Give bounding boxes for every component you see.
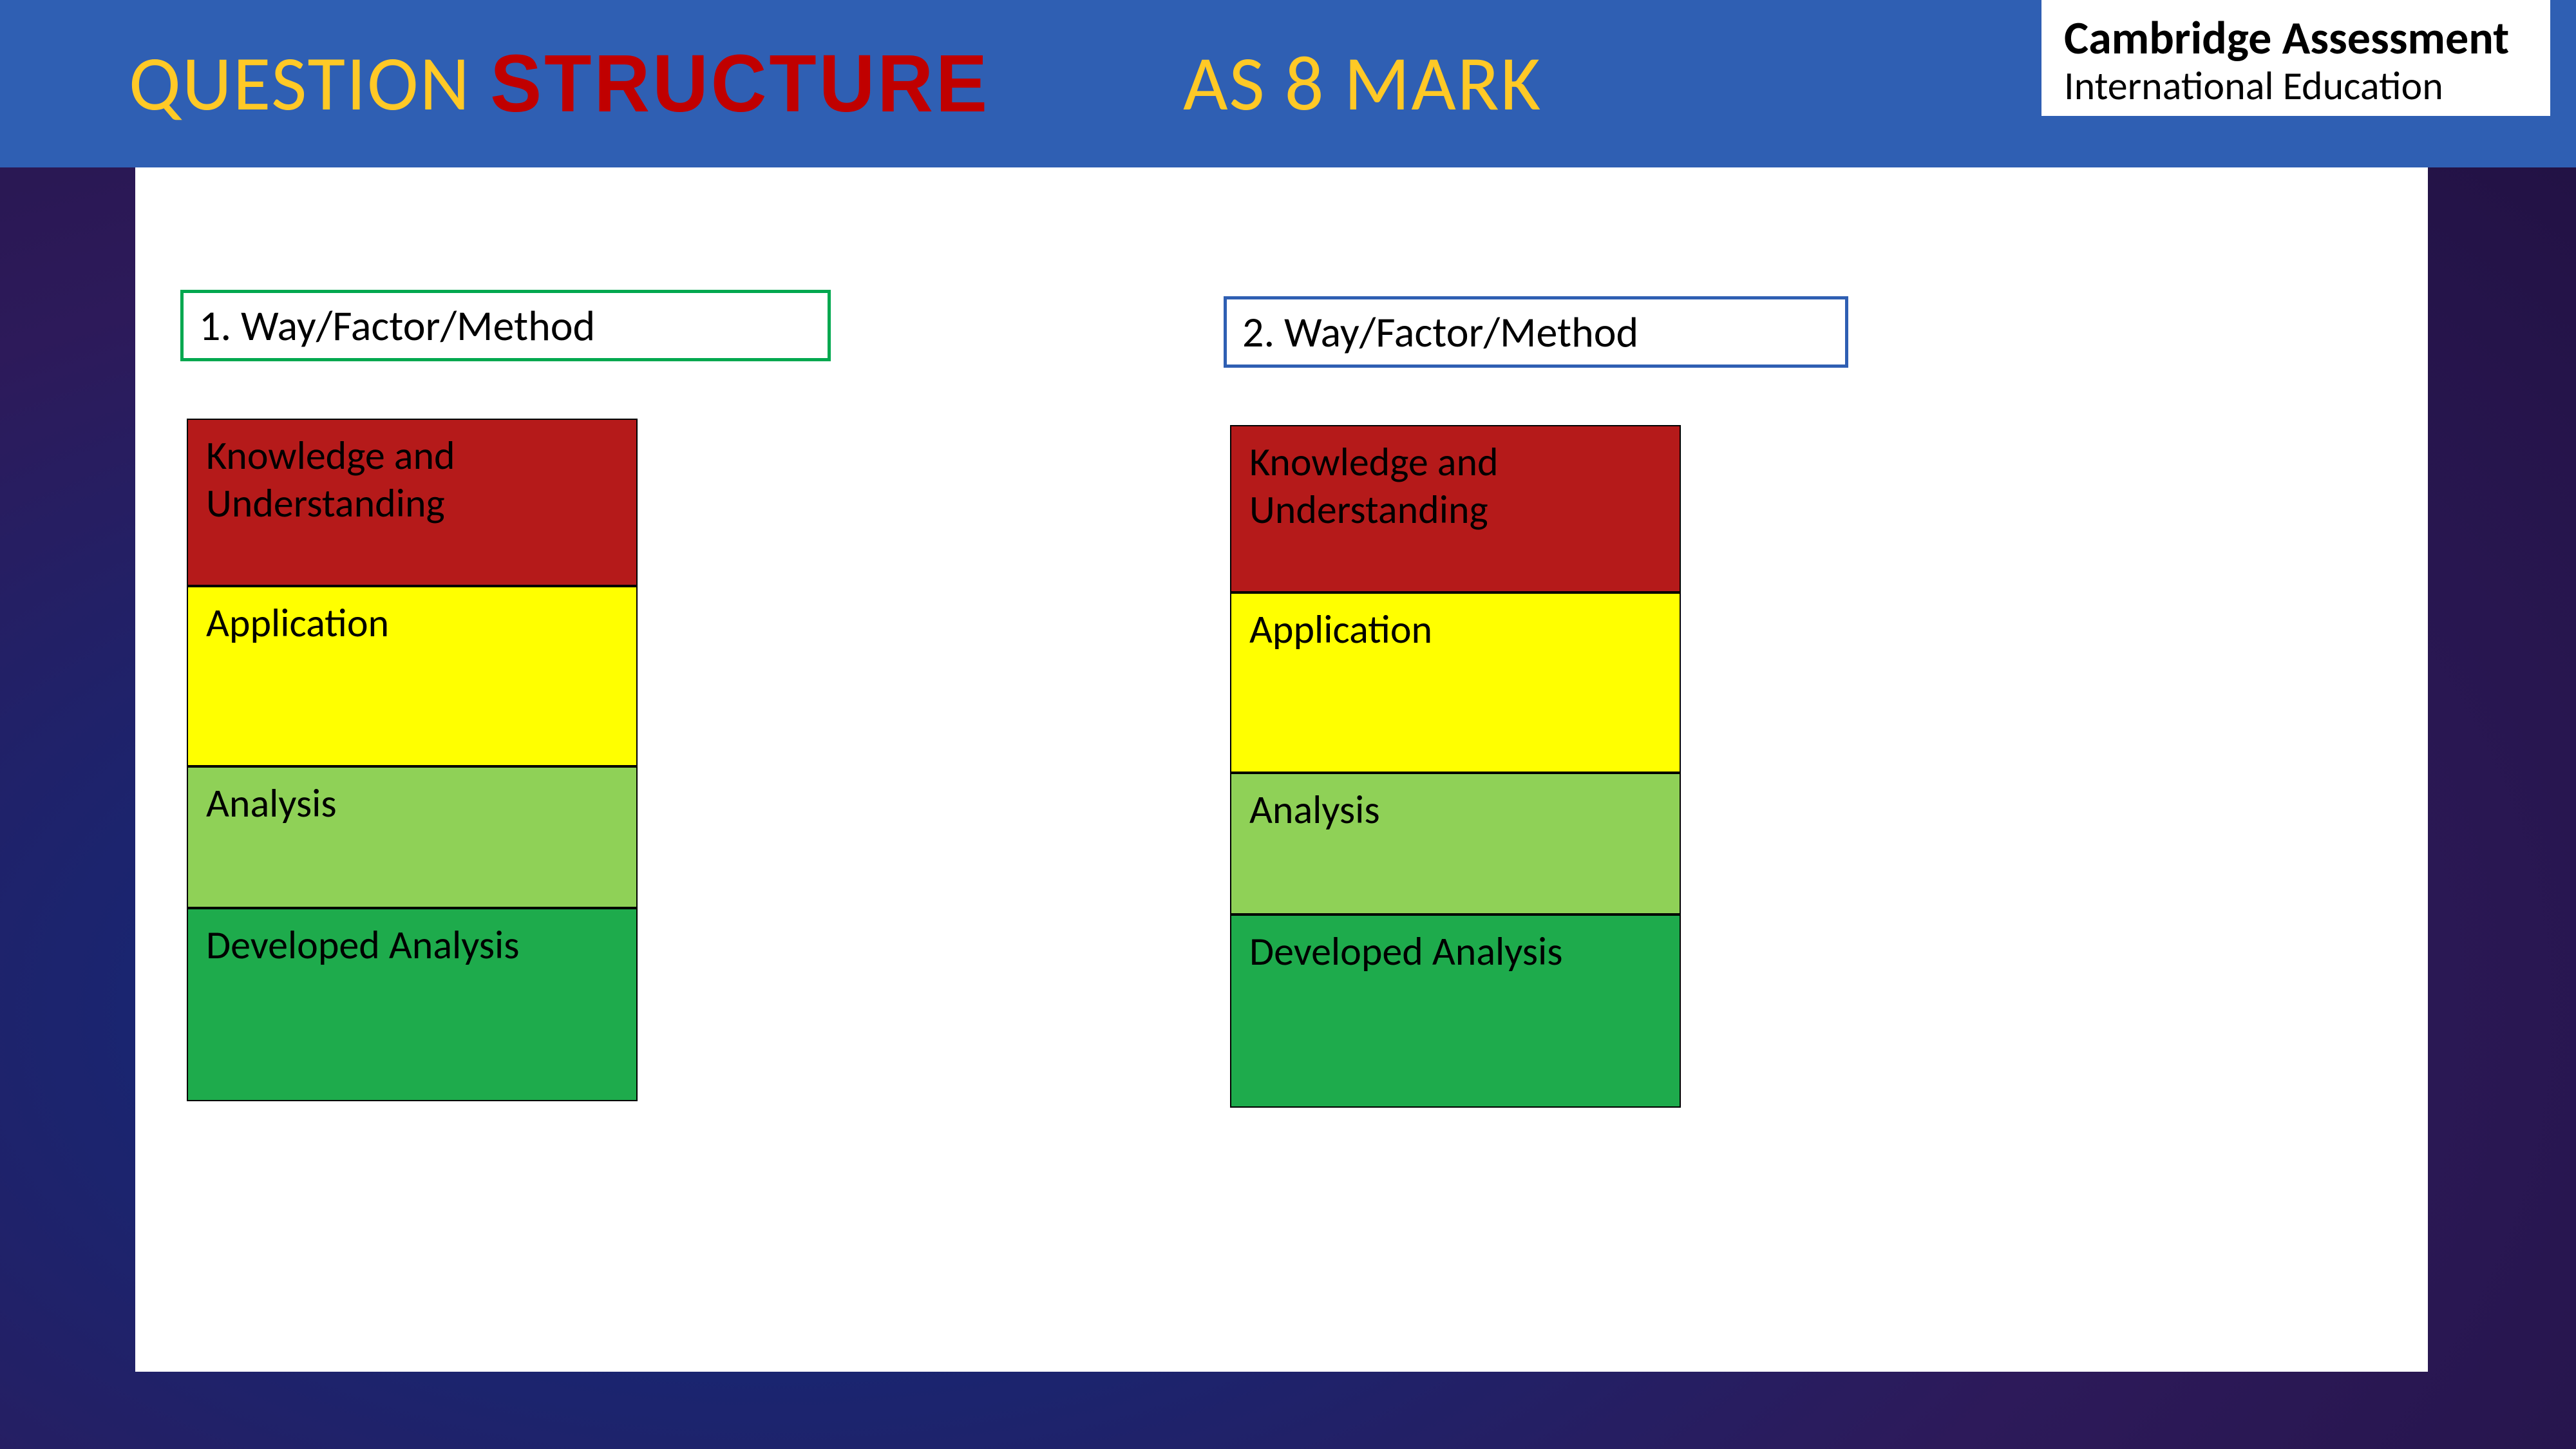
stack-2: Knowledge and UnderstandingApplicationAn… [1230, 425, 1681, 1108]
block-2-2: Application [1230, 592, 1681, 773]
block-1-1: Knowledge and Understanding [187, 419, 638, 586]
block-1-3: Analysis [187, 766, 638, 908]
logo-line2: International Education [2064, 64, 2528, 108]
factor-heading-2-text: 2. Way/Factor/Method [1242, 306, 1638, 358]
stack-1: Knowledge and UnderstandingApplicationAn… [187, 419, 638, 1101]
factor-heading-1: 1. Way/Factor/Method [180, 290, 831, 361]
title-question: QUESTION [129, 37, 471, 131]
title-structure: STRUCTURE [490, 37, 990, 131]
block-2-3: Analysis [1230, 773, 1681, 914]
block-1-4: Developed Analysis [187, 908, 638, 1101]
logo-box: Cambridge Assessment International Educa… [2041, 0, 2550, 116]
factor-heading-2: 2. Way/Factor/Method [1224, 296, 1848, 368]
block-2-4: Developed Analysis [1230, 914, 1681, 1108]
block-2-1: Knowledge and Understanding [1230, 425, 1681, 592]
title-mark: AS 8 MARK [1183, 37, 1542, 131]
block-1-2: Application [187, 586, 638, 766]
slide-root: QUESTION STRUCTURE AS 8 MARK Cambridge A… [0, 0, 2576, 1449]
logo-line1: Cambridge Assessment [2064, 13, 2528, 64]
factor-heading-1-text: 1. Way/Factor/Method [199, 299, 595, 352]
content-area: 1. Way/Factor/Method Knowledge and Under… [135, 167, 2428, 1372]
